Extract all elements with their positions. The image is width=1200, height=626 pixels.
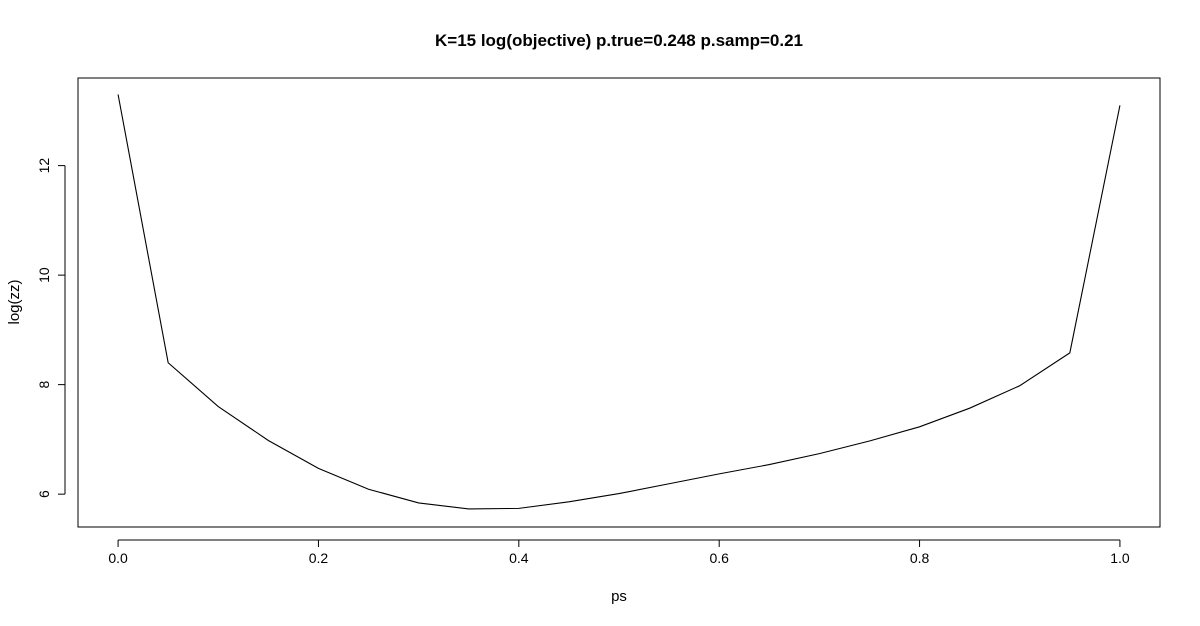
- plot-frame: [77, 77, 1161, 528]
- y-axis: 6 8 10 12: [36, 158, 66, 498]
- x-tick-label: 0.2: [309, 550, 329, 566]
- x-tick-label: 0.6: [709, 550, 729, 566]
- x-tick-label: 0.0: [108, 550, 128, 566]
- x-axis: 0.0 0.2 0.4 0.6 0.8 1.0: [108, 539, 1130, 566]
- x-tick-label: 0.4: [509, 550, 529, 566]
- y-tick-label: 6: [36, 490, 52, 498]
- series-line: [117, 94, 1121, 510]
- y-tick-label: 12: [36, 158, 52, 174]
- x-tick-label: 1.0: [1110, 550, 1130, 566]
- x-axis-label: ps: [611, 588, 627, 605]
- y-axis-label: log(zz): [6, 279, 23, 324]
- x-tick-label: 0.8: [910, 550, 930, 566]
- chart-title: K=15 log(objective) p.true=0.248 p.samp=…: [435, 31, 803, 50]
- y-tick-label: 8: [36, 381, 52, 389]
- y-tick-label: 10: [36, 267, 52, 283]
